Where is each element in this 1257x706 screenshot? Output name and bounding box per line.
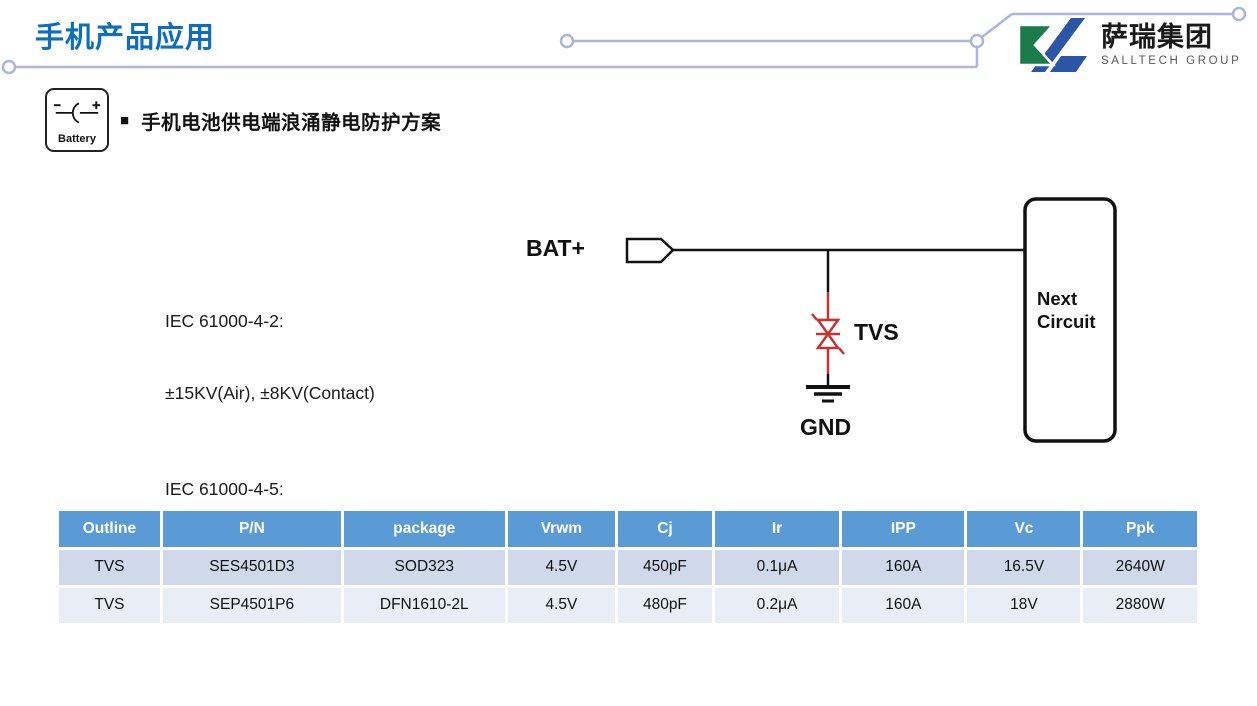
- next-circuit-block: [1023, 197, 1117, 443]
- column-header-pn: P/N: [161, 511, 344, 550]
- cell: 160A: [840, 586, 968, 626]
- cell: TVS: [59, 586, 163, 626]
- cell: 18V: [965, 586, 1084, 626]
- spec-table: Outline P/N package Vrwm Cj Ir IPP Vc Pp…: [59, 511, 1197, 626]
- standard-1-value: ±15KV(Air), ±8KV(Contact): [165, 383, 375, 403]
- standard-2-title: IEC 61000-4-5:: [165, 479, 284, 499]
- column-header-ppk: Ppk: [1081, 511, 1197, 550]
- next-circuit-label: Next Circuit: [1037, 287, 1096, 333]
- table-row: TVS SEP4501P6 DFN1610-2L 4.5V 480pF 0.2μ…: [59, 586, 1197, 626]
- column-header-ir: Ir: [713, 511, 843, 550]
- cell: SEP4501P6: [161, 586, 344, 626]
- column-header-package: package: [342, 511, 508, 550]
- cell: 0.2μA: [713, 586, 843, 626]
- bat-plus-label: BAT+: [526, 235, 585, 261]
- tvs-label: TVS: [854, 319, 899, 345]
- company-name-en: SALLTECH GROUP: [1101, 54, 1242, 67]
- page-title: 手机产品应用: [35, 22, 216, 54]
- cell: 2640W: [1081, 548, 1197, 588]
- logo-mark-icon: [1017, 18, 1087, 72]
- tvs-diode-icon: [811, 292, 845, 374]
- battery-icon-label: Battery: [58, 133, 96, 145]
- company-name-cn: 萨瑞集团: [1101, 22, 1213, 53]
- next-circuit-label-line1: Next: [1037, 288, 1078, 309]
- cell: 4.5V: [506, 548, 619, 588]
- column-header-vrwm: Vrwm: [506, 511, 619, 550]
- column-header-vc: Vc: [965, 511, 1084, 550]
- battery-symbol-icon: [53, 101, 101, 124]
- gnd-label: GND: [800, 414, 852, 440]
- bat-connector-icon: [625, 237, 675, 264]
- section-heading-row: ■ 手机电池供电端浪涌静电防护方案: [120, 106, 441, 135]
- cell: TVS: [59, 548, 163, 588]
- cell: DFN1610-2L: [342, 586, 508, 626]
- cell: 4.5V: [506, 586, 619, 626]
- column-header-outline: Outline: [59, 511, 163, 550]
- company-logo: 萨瑞集团 SALLTECH GROUP: [1014, 16, 1241, 74]
- cell: 2880W: [1081, 586, 1197, 626]
- battery-icon: Battery: [45, 88, 109, 152]
- column-header-ipp: IPP: [840, 511, 968, 550]
- logo-text: 萨瑞集团 SALLTECH GROUP: [1101, 22, 1242, 67]
- cell: 0.1μA: [713, 548, 843, 588]
- cell: 450pF: [616, 548, 715, 588]
- column-header-cj: Cj: [616, 511, 715, 550]
- cell: 16.5V: [965, 548, 1084, 588]
- circuit-diagram: [625, 197, 1117, 443]
- standard-1-title: IEC 61000-4-2:: [165, 311, 284, 331]
- cell: 160A: [840, 548, 968, 588]
- cell: 480pF: [616, 586, 715, 626]
- next-circuit-label-line2: Circuit: [1037, 311, 1096, 332]
- header-decor-line: [1, 6, 1247, 75]
- cell: SES4501D3: [161, 548, 344, 588]
- cell: SOD323: [342, 548, 508, 588]
- table-row: TVS SES4501D3 SOD323 4.5V 450pF 0.1μA 16…: [59, 548, 1197, 588]
- ground-icon: [806, 385, 850, 403]
- section-heading: 手机电池供电端浪涌静电防护方案: [141, 112, 442, 134]
- bullet-square-icon: ■: [120, 112, 130, 129]
- table-header-row: Outline P/N package Vrwm Cj Ir IPP Vc Pp…: [59, 511, 1197, 550]
